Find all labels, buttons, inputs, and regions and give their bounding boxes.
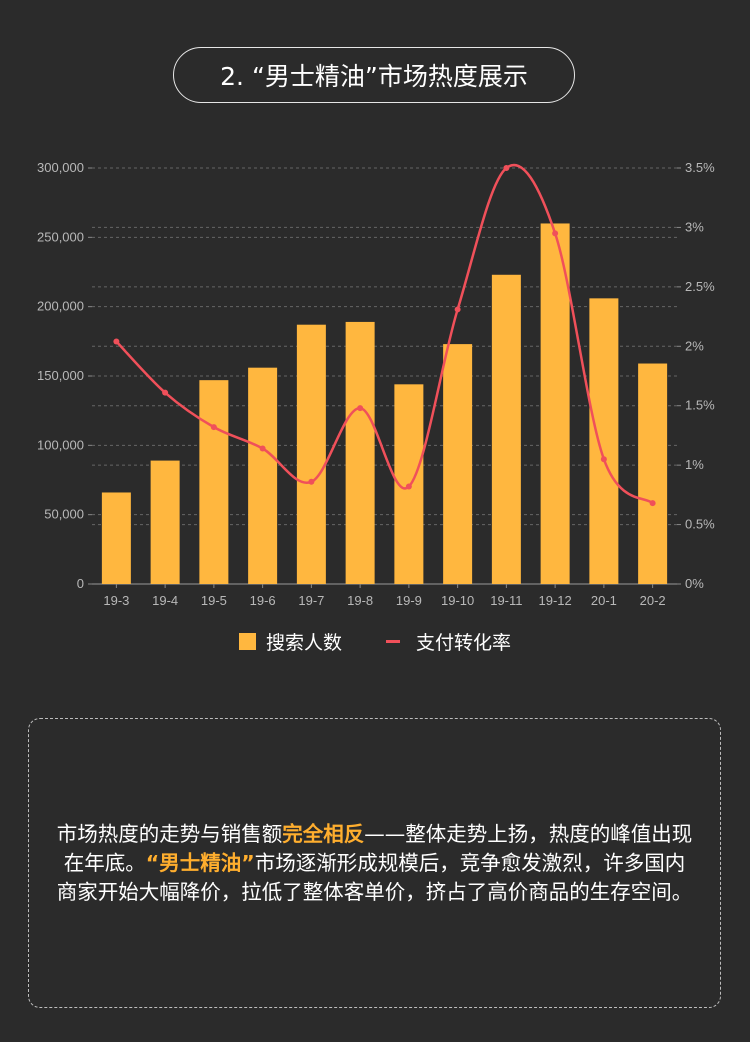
text-segment: 市场热度的走势与销售额: [56, 821, 283, 846]
bar: [296, 324, 326, 584]
conversion-line: [115, 163, 654, 505]
bar: [443, 344, 473, 584]
right-tick-label: 1.5%: [685, 398, 715, 413]
line-point: [113, 338, 120, 345]
x-tick-label: 19-4: [152, 593, 178, 608]
left-tick-label: 100,000: [37, 437, 84, 452]
x-tick-label: 19-8: [347, 593, 373, 608]
bar: [345, 321, 375, 584]
line-point: [259, 445, 266, 452]
x-tick-label: 19-12: [539, 593, 572, 608]
text-segment: ——整体走势上扬，热度的峰值出现在年底。: [63, 821, 693, 875]
left-tick-label: 200,000: [37, 299, 84, 314]
description-text: 市场热度的走势与销售额完全相反——整体走势上扬，热度的峰值出现在年底。“男士精油…: [55, 820, 695, 907]
line-point: [405, 483, 412, 490]
line-point: [162, 389, 169, 396]
bar: [491, 274, 521, 584]
section-title: 2. “男士精油”市场热度展示: [173, 47, 575, 103]
bar: [638, 363, 668, 584]
chart-legend: 搜索人数 支付转化率: [0, 628, 750, 655]
x-tick-label: 19-6: [250, 593, 276, 608]
x-tick-label: 20-1: [591, 593, 617, 608]
right-tick-label: 0%: [685, 576, 704, 591]
line-point: [649, 500, 656, 507]
bar: [101, 492, 131, 584]
right-tick-label: 3.5%: [685, 160, 715, 175]
right-tick-label: 0.5%: [685, 517, 715, 532]
x-tick-label: 19-11: [490, 593, 522, 608]
bar: [150, 460, 180, 584]
bar: [589, 298, 619, 584]
x-tick-label: 19-9: [396, 593, 422, 608]
x-tick-label: 19-5: [201, 593, 227, 608]
right-tick-label: 2.5%: [685, 279, 715, 294]
line-point: [210, 424, 217, 431]
legend-label-conversion: 支付转化率: [416, 632, 512, 654]
left-tick-label: 150,000: [37, 368, 84, 383]
right-tick-label: 3%: [685, 219, 704, 234]
right-tick-label: 1%: [685, 457, 704, 472]
highlight-text: 完全相反: [282, 821, 365, 846]
line-point: [503, 165, 510, 171]
bar: [248, 367, 278, 584]
description-box: 市场热度的走势与销售额完全相反——整体走势上扬，热度的峰值出现在年底。“男士精油…: [28, 718, 721, 1008]
x-tick-label: 19-3: [103, 593, 129, 608]
x-tick-label: 19-7: [298, 593, 324, 608]
left-tick-label: 50,000: [44, 507, 84, 522]
left-tick-label: 0: [77, 576, 84, 591]
line-point: [600, 456, 607, 463]
line-point: [454, 306, 461, 313]
highlight-text: “男士精油”: [145, 850, 255, 875]
x-tick-label: 20-2: [640, 593, 666, 608]
legend-label-search: 搜索人数: [265, 632, 342, 654]
line-swatch-icon: [386, 640, 400, 643]
bar-line-chart: 0 50,000 100,000 150,000 200,000 250,000 300,0…: [37, 160, 715, 608]
bar-swatch-icon: [238, 633, 256, 650]
bar: [199, 380, 229, 584]
line-point: [308, 478, 315, 485]
line-point: [357, 405, 364, 412]
x-tick-label: 19-10: [441, 593, 474, 608]
legend-item-search: 搜索人数: [238, 628, 342, 655]
right-tick-label: 2%: [685, 338, 704, 353]
line-point: [552, 230, 559, 237]
legend-item-conversion: 支付转化率: [386, 628, 511, 655]
left-tick-label: 300,000: [37, 160, 84, 175]
text-segment: 市场逐渐形成规模后，竞争愈发激烈，许多国内商家开始大幅降价，拉低了整体客单价，挤…: [56, 850, 693, 904]
left-tick-label: 250,000: [37, 229, 84, 244]
bar: [540, 223, 570, 584]
